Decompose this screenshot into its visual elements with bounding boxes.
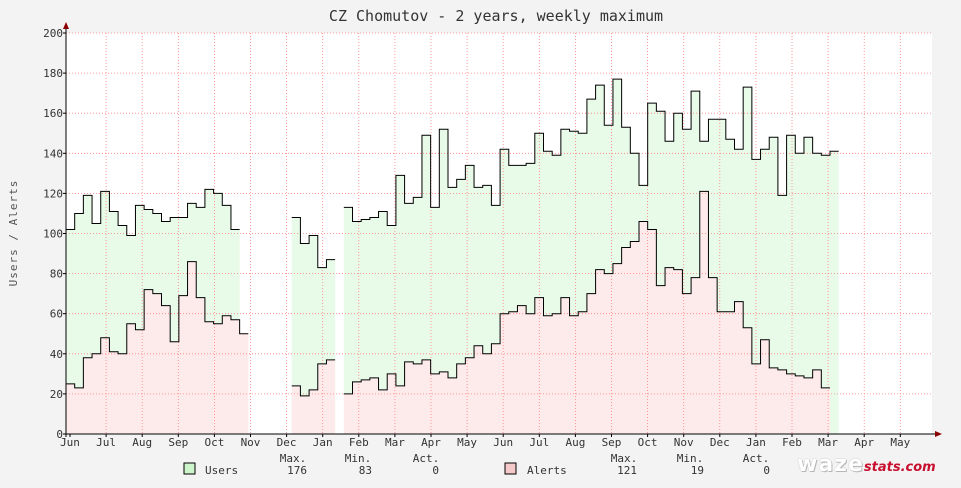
wazestats-logo: wazestats.com	[797, 452, 936, 477]
legend-min-alerts: 19	[691, 464, 704, 477]
legend-act-users: 0	[432, 464, 439, 477]
x-tick-label-8: Feb	[349, 436, 369, 449]
legend-min-users: 83	[359, 464, 372, 477]
legend-act-alerts: 0	[763, 464, 770, 477]
legend-header-act-users: Act.	[413, 452, 440, 465]
x-tick-label-18: Dec	[710, 436, 730, 449]
legend-header-max-users: Max.	[280, 452, 307, 465]
legend-header-act-alerts: Act.	[743, 452, 770, 465]
y-axis-arrow	[63, 22, 69, 29]
legend-header-min-alerts: Min.	[677, 452, 704, 465]
x-tick-label-11: May	[457, 436, 477, 449]
line-alerts-1	[291, 359, 336, 397]
y-axis-label: Users / Alerts	[7, 180, 20, 287]
y-tick-label-1: 20	[50, 388, 63, 401]
x-tick-label-23: May	[890, 436, 910, 449]
x-tick-label-20: Feb	[782, 436, 802, 449]
y-tick-label-2: 40	[50, 348, 63, 361]
legend-swatch-users	[183, 462, 196, 475]
x-axis-arrow	[935, 431, 942, 437]
x-tick-label-12: Jun	[493, 436, 513, 449]
line-alerts-0	[66, 261, 249, 389]
x-tick-label-21: Mar	[818, 436, 838, 449]
y-tick-label-3: 60	[50, 308, 63, 321]
logo-main: waze	[797, 452, 864, 477]
y-tick-label-5: 100	[43, 228, 63, 241]
y-tick-label-4: 80	[50, 268, 63, 281]
legend-label-alerts: Alerts	[527, 464, 567, 477]
x-tick-label-9: Mar	[385, 436, 405, 449]
legend-header-max-alerts: Max.	[611, 452, 638, 465]
line-users-2	[343, 78, 839, 226]
area-alerts-1	[291, 359, 336, 434]
area-alerts-0	[66, 261, 249, 434]
legend-max-users: 176	[287, 464, 307, 477]
line-alerts-2	[343, 190, 830, 395]
y-tick-label-6: 120	[43, 187, 63, 200]
x-tick-label-1: Jul	[96, 436, 116, 449]
logo-sub: stats.com	[863, 460, 936, 475]
grid-lines	[66, 32, 932, 434]
x-tick-label-22: Apr	[854, 436, 874, 449]
series-lines	[66, 78, 839, 397]
x-tick-label-19: Jan	[746, 436, 766, 449]
x-tick-label-0: Jun	[60, 436, 80, 449]
x-tick-label-7: Jan	[313, 436, 333, 449]
x-tick-label-15: Sep	[602, 436, 622, 449]
axes	[63, 22, 942, 437]
x-tick-label-16: Oct	[638, 436, 658, 449]
y-tick-label-0: 0	[56, 428, 63, 441]
y-tick-label-7: 140	[43, 147, 63, 160]
y-tick-label-9: 180	[43, 67, 63, 80]
legend-max-alerts: 121	[617, 464, 637, 477]
chart-title: CZ Chomutov - 2 years, weekly maximum	[329, 7, 663, 25]
legend-header-min-users: Min.	[345, 452, 372, 465]
x-tick-label-3: Sep	[168, 436, 188, 449]
line-users-0	[66, 188, 240, 237]
legend-label-users: Users	[205, 464, 238, 477]
x-tick-label-5: Nov	[241, 436, 261, 449]
legend: Max. Min. Act. Max. Min. Act. Users 176 …	[183, 452, 770, 477]
x-tick-label-17: Nov	[674, 436, 694, 449]
x-tick-label-10: Apr	[421, 436, 441, 449]
y-tick-label-10: 200	[43, 27, 63, 40]
x-tick-label-13: Jul	[529, 436, 549, 449]
x-tick-label-6: Dec	[277, 436, 297, 449]
x-tick-label-4: Oct	[204, 436, 224, 449]
y-tick-label-8: 160	[43, 107, 63, 120]
x-tick-label-2: Aug	[132, 436, 152, 449]
x-tick-label-14: Aug	[565, 436, 585, 449]
y-tick-labels: 0 20 40 60 80 100 120 140 160 180 200	[43, 27, 66, 441]
x-tick-labels: Jun Jul Aug Sep Oct Nov Dec Jan Feb Mar Apr May Jun J…	[60, 434, 911, 449]
legend-swatch-alerts	[504, 462, 517, 475]
line-users-1	[291, 216, 336, 269]
